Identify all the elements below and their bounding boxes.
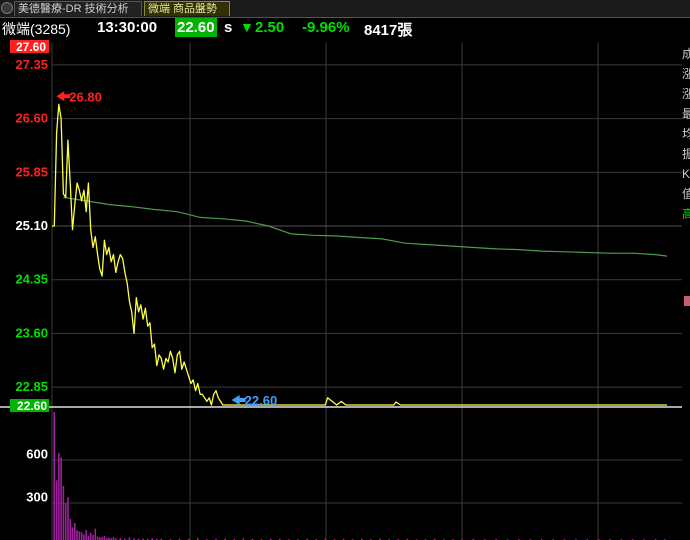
right-strip-char: 均 [682, 127, 690, 141]
price-limit-down-box [10, 399, 49, 412]
high-arrow-icon [56, 91, 71, 102]
close-icon[interactable] [1, 2, 13, 14]
price-axis: 27.60 27.35 26.60 25.85 25.10 24.35 23.60 22.85… [10, 40, 49, 504]
tab-bar: 美德醫療-DR 技術分析 微端 商品盤勢 [0, 0, 690, 18]
scroll-marker[interactable] [684, 296, 690, 306]
right-strip-char: 值 [682, 187, 690, 201]
average-price-line [63, 196, 668, 257]
volume-tick-label: 600 [26, 447, 48, 462]
price-tick-label: 23.60 [15, 325, 48, 340]
low-arrow-icon [231, 395, 246, 405]
price-limit-up-box [10, 40, 49, 53]
price-tick-label: 27.35 [15, 57, 48, 72]
price-limit-down-label: 22.60 [17, 399, 47, 413]
price-tick-label: 26.60 [15, 111, 48, 126]
high-price-label: 26.80 [69, 89, 102, 104]
percent-change: -9.96% [302, 19, 350, 36]
chart-annotations: 26.80 22.60 [56, 89, 277, 408]
right-strip-char: 最 [682, 107, 690, 121]
right-strip-char: 振 [682, 147, 690, 161]
tab-technical-analysis[interactable]: 美德醫療-DR 技術分析 [14, 1, 142, 16]
right-strip-char: 高 [682, 207, 690, 221]
avg-series-line [63, 196, 668, 257]
low-price-label: 22.60 [245, 393, 278, 408]
price-series-line [52, 103, 667, 406]
price-tick-label: 24.35 [15, 272, 48, 287]
price-change: 2.50 [255, 19, 285, 36]
right-strip-char: K [682, 167, 690, 181]
right-strip-char: 漲 [682, 67, 690, 81]
price-limit-up-label: 27.60 [16, 40, 46, 54]
tab-market-overview[interactable]: 微端 商品盤勢 [144, 1, 230, 16]
stock-name: 微端(3285) [2, 21, 71, 37]
last-price: 22.60 [175, 18, 217, 37]
price-line [52, 103, 667, 406]
right-strip-char: 成 [682, 47, 690, 61]
right-strip-char: 漲 [682, 87, 690, 101]
quote-header: 微端(3285) 13:30:00 22.60 s ▼ 2.50 -9.96% … [0, 18, 690, 40]
volume-chart [53, 412, 666, 540]
down-arrow-icon: ▼ [240, 19, 254, 35]
volume-tick-label: 300 [26, 489, 48, 504]
total-volume: 8417張 [364, 22, 413, 39]
price-tick-label: 22.85 [15, 379, 48, 394]
chart-grid [0, 43, 682, 540]
price-tick-label: 25.85 [15, 164, 48, 179]
price-tick-label: 25.10 [15, 218, 48, 233]
price-unit: s [224, 19, 233, 36]
quote-time: 13:30:00 [97, 19, 158, 36]
